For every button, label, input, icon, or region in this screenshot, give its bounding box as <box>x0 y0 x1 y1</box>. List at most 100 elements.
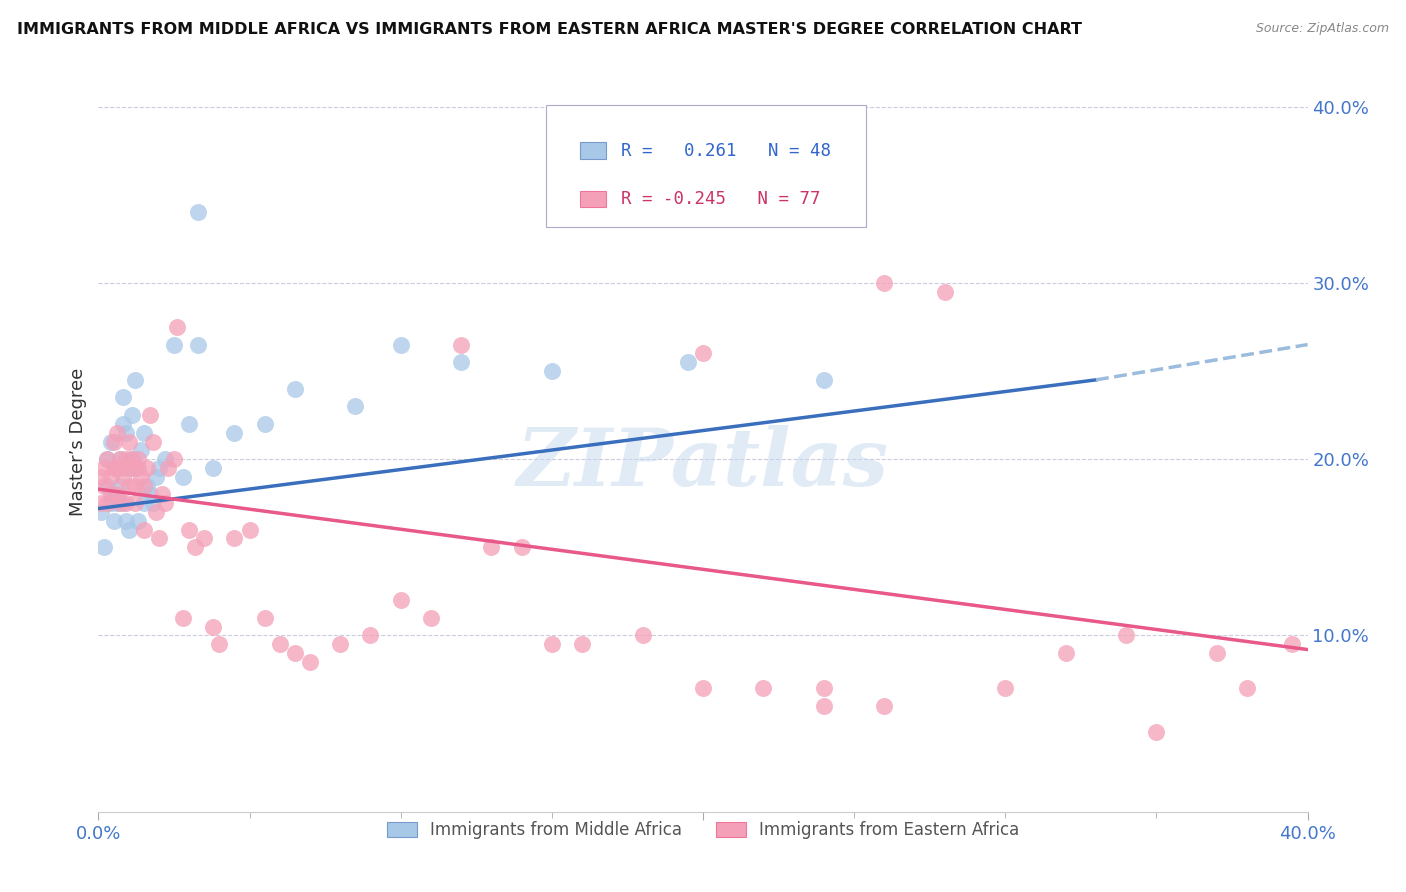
Point <box>208 637 231 651</box>
Point <box>692 346 714 360</box>
Point <box>108 496 131 510</box>
Point <box>105 461 128 475</box>
Point <box>96 478 118 492</box>
Point <box>114 452 136 467</box>
Point <box>124 461 146 475</box>
Point <box>1281 637 1303 651</box>
Point <box>100 470 122 484</box>
Point <box>510 541 533 555</box>
Point <box>124 496 146 510</box>
Point <box>269 637 291 651</box>
Point <box>142 496 165 510</box>
Point <box>108 452 131 467</box>
Point <box>676 355 699 369</box>
Point <box>540 364 562 378</box>
Point <box>813 373 835 387</box>
Point <box>153 496 176 510</box>
Point <box>139 408 162 422</box>
Point <box>111 461 134 475</box>
Point <box>994 681 1017 696</box>
Point <box>540 637 562 651</box>
Point <box>93 478 115 492</box>
Point <box>224 425 246 440</box>
Point <box>90 470 112 484</box>
Point <box>344 399 367 413</box>
Point <box>111 391 134 405</box>
Point <box>135 478 157 492</box>
Point <box>129 443 152 458</box>
Point <box>129 470 152 484</box>
Point <box>184 541 207 555</box>
Y-axis label: Master’s Degree: Master’s Degree <box>69 368 87 516</box>
Text: R =   0.261   N = 48: R = 0.261 N = 48 <box>621 142 831 160</box>
Point <box>118 461 141 475</box>
Point <box>108 452 131 467</box>
Point <box>139 487 162 501</box>
FancyBboxPatch shape <box>579 191 606 207</box>
Point <box>187 205 209 219</box>
Point <box>1206 646 1229 660</box>
Point <box>121 461 143 475</box>
Point <box>166 320 188 334</box>
Point <box>224 532 246 546</box>
Point <box>156 461 179 475</box>
Point <box>299 655 322 669</box>
Point <box>284 646 307 660</box>
Point <box>105 487 128 501</box>
Point <box>142 434 165 449</box>
Text: Source: ZipAtlas.com: Source: ZipAtlas.com <box>1256 22 1389 36</box>
Point <box>96 496 118 510</box>
Point <box>813 681 835 696</box>
Point <box>163 337 186 351</box>
Point <box>420 611 443 625</box>
Point <box>132 478 155 492</box>
Point <box>1115 628 1137 642</box>
Point <box>103 487 125 501</box>
FancyBboxPatch shape <box>579 143 606 159</box>
Point <box>148 461 170 475</box>
Text: IMMIGRANTS FROM MIDDLE AFRICA VS IMMIGRANTS FROM EASTERN AFRICA MASTER'S DEGREE : IMMIGRANTS FROM MIDDLE AFRICA VS IMMIGRA… <box>17 22 1081 37</box>
Point <box>114 496 136 510</box>
Text: ZIPatlas: ZIPatlas <box>517 425 889 502</box>
Point <box>450 337 472 351</box>
Point <box>118 434 141 449</box>
Point <box>103 461 125 475</box>
Point <box>121 408 143 422</box>
Point <box>571 637 593 651</box>
Point <box>127 452 149 467</box>
Point <box>148 532 170 546</box>
Point <box>96 452 118 467</box>
Point <box>1144 725 1167 739</box>
Point <box>90 496 112 510</box>
Point <box>121 452 143 467</box>
Point <box>389 337 412 351</box>
Point <box>124 478 146 492</box>
Point <box>105 425 128 440</box>
Point <box>813 698 835 713</box>
Point <box>284 382 307 396</box>
Point <box>1236 681 1258 696</box>
Point <box>96 452 118 467</box>
Point <box>103 434 125 449</box>
Point <box>118 478 141 492</box>
Point <box>1054 646 1077 660</box>
Point <box>132 523 155 537</box>
Point <box>114 425 136 440</box>
Point <box>150 487 173 501</box>
Point <box>631 628 654 642</box>
Point <box>873 276 896 290</box>
Point <box>202 461 225 475</box>
Point <box>187 337 209 351</box>
Point <box>145 470 167 484</box>
Point <box>202 619 225 633</box>
Point <box>105 496 128 510</box>
FancyBboxPatch shape <box>546 104 866 227</box>
Point <box>692 681 714 696</box>
Point <box>752 681 775 696</box>
Point <box>132 496 155 510</box>
Point <box>239 523 262 537</box>
Point <box>127 514 149 528</box>
Point <box>100 496 122 510</box>
Point <box>93 541 115 555</box>
Point <box>124 373 146 387</box>
